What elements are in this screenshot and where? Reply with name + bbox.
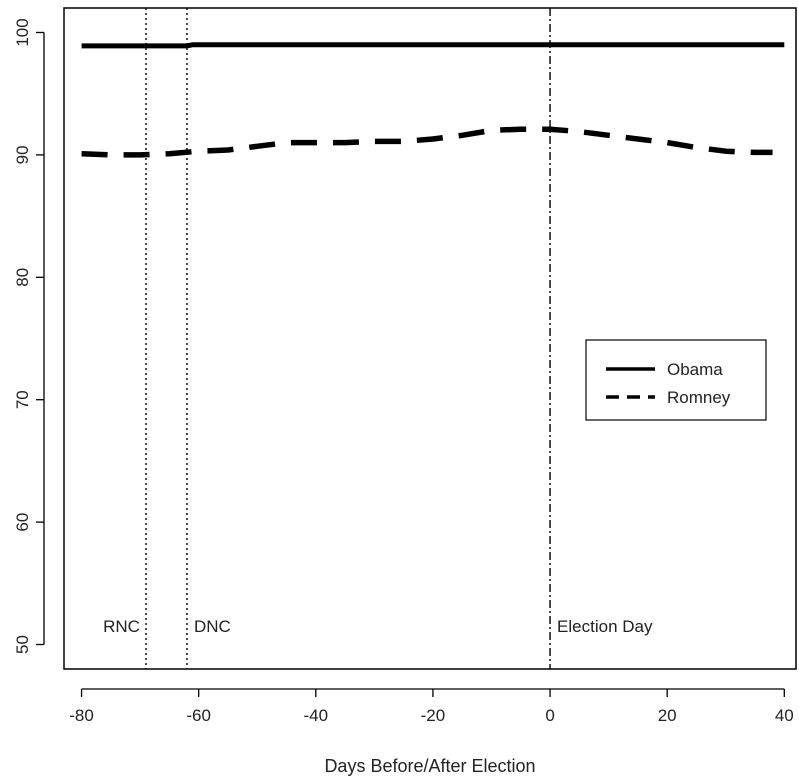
x-axis: -80 -60 -40 -20 0 20 40: [69, 688, 794, 725]
x-tick-label: 0: [545, 706, 554, 725]
x-axis-title: Days Before/After Election: [324, 756, 535, 776]
series-layer: [81, 42, 785, 158]
legend-label-obama: Obama: [667, 360, 723, 379]
y-tick-label: 100: [13, 18, 32, 46]
x-tick-label: -40: [304, 706, 329, 725]
series-line-romney: [81, 126, 773, 158]
event-label: DNC: [194, 617, 231, 636]
event-lines: RNC DNC Election Day: [103, 8, 653, 669]
y-axis: 50 60 70 80 90 100: [13, 18, 45, 654]
x-tick-label: -20: [421, 706, 446, 725]
x-tick-label: -60: [186, 706, 211, 725]
legend: Obama Romney: [585, 339, 767, 421]
y-tick-label: 60: [13, 513, 32, 532]
y-tick-label: 70: [13, 390, 32, 409]
y-tick-label: 90: [13, 145, 32, 164]
x-tick-label: -80: [69, 706, 94, 725]
x-tick-label: 40: [775, 706, 794, 725]
plot-frame: [63, 7, 797, 670]
y-tick-label: 50: [13, 635, 32, 654]
event-label: Election Day: [557, 617, 653, 636]
y-tick-label: 80: [13, 268, 32, 287]
series-line-obama: [81, 42, 785, 49]
legend-box: [585, 339, 767, 421]
event-label: RNC: [103, 617, 140, 636]
legend-label-romney: Romney: [667, 388, 731, 407]
x-tick-label: 20: [658, 706, 677, 725]
